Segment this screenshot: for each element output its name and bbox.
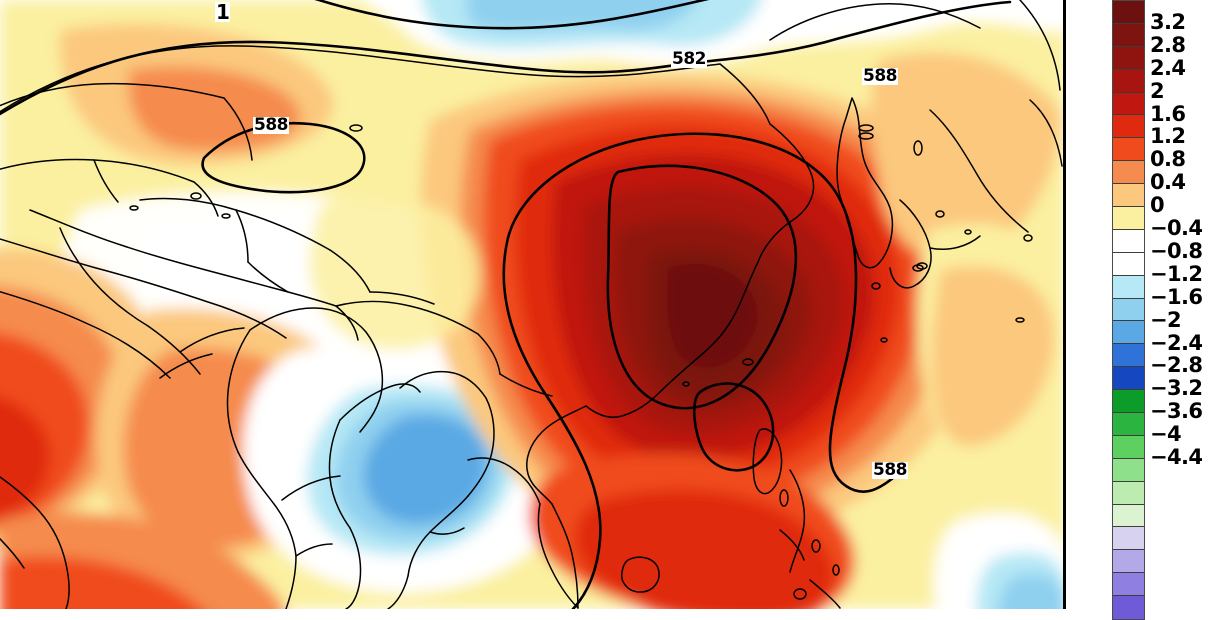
- colorbar-swatch: [1113, 1, 1144, 24]
- contour-value-label: 588: [253, 115, 289, 135]
- colorbar-swatch: [1113, 481, 1144, 505]
- colorbar-tick-label: 2.4: [1150, 55, 1186, 80]
- map-canvas: [0, 0, 1066, 609]
- colorbar-swatch: [1113, 390, 1144, 414]
- contour-value-label: 1: [215, 0, 231, 24]
- colorbar-swatch: [1113, 344, 1144, 368]
- colorbar-tick-label: −1.6: [1150, 284, 1203, 309]
- colorbar-swatch: [1113, 46, 1144, 70]
- colorbar-tick-label: 3.2: [1150, 9, 1186, 34]
- colorbar-swatch: [1113, 458, 1144, 482]
- colorbar-swatch: [1113, 298, 1144, 322]
- colorbar-swatch: [1113, 207, 1144, 230]
- colorbar-tick-label: −2.4: [1150, 330, 1203, 355]
- colorbar-swatch: [1113, 596, 1144, 620]
- contour-value-label: 588: [872, 460, 908, 480]
- colorbar-tick-label: −0.4: [1150, 216, 1203, 240]
- colorbar-tick-label: −2.8: [1150, 353, 1203, 378]
- colorbar-swatch: [1113, 275, 1144, 299]
- colorbar-tick-label: −3.2: [1150, 376, 1203, 401]
- colorbar-swatch: [1113, 92, 1144, 116]
- colorbar-swatch: [1113, 413, 1144, 436]
- colorbar-strip: [1112, 0, 1145, 620]
- map-panel: 1 582 588 588 588: [0, 0, 1066, 609]
- colorbar-tick-label: 2.8: [1150, 32, 1186, 57]
- colorbar-tick-label: 2: [1150, 78, 1165, 103]
- colorbar-swatch: [1113, 138, 1144, 162]
- colorbar-swatch: [1113, 504, 1144, 528]
- coastline-borders-layer: [0, 0, 1063, 609]
- colorbar-panel: 3.2 2.8 2.4 2 1.6 1.2 0.8 0.4 0 −0.4 −0.8 −1.2 −1.6−…: [1066, 0, 1208, 620]
- colorbar-swatch: [1113, 161, 1144, 185]
- colorbar-swatch: [1113, 23, 1144, 47]
- colorbar-swatch: [1113, 435, 1144, 459]
- colorbar-swatch: [1113, 527, 1144, 551]
- colorbar-tick-label: −3.6: [1150, 399, 1203, 424]
- colorbar-swatch: [1113, 69, 1144, 93]
- colorbar-tick-label: 0.4: [1150, 170, 1186, 195]
- colorbar-tick-label: 0: [1150, 193, 1165, 218]
- colorbar-swatch: [1113, 321, 1144, 345]
- colorbar-swatch: [1113, 367, 1144, 391]
- colorbar-swatch: [1113, 115, 1144, 139]
- colorbar-tick-label: 0.8: [1150, 147, 1186, 172]
- colorbar-tick-label: −4.4: [1150, 445, 1203, 469]
- colorbar-tick-label: −4: [1150, 422, 1182, 447]
- colorbar-swatch: [1113, 573, 1144, 597]
- colorbar-swatch: [1113, 229, 1144, 253]
- colorbar-swatch: [1113, 550, 1144, 574]
- colorbar-tick-label: 1.2: [1150, 124, 1186, 149]
- contour-value-label: 588: [862, 66, 898, 86]
- colorbar-tick-label: 1.6: [1150, 101, 1186, 126]
- colorbar-swatch: [1113, 184, 1144, 208]
- anomaly-shading-layer: [0, 0, 1066, 609]
- contour-value-label: 582: [671, 49, 707, 69]
- colorbar-tick-label: −2: [1150, 307, 1182, 332]
- colorbar-tick-label: −0.8: [1150, 238, 1203, 263]
- colorbar-swatch: [1113, 252, 1144, 276]
- colorbar-tick-label: −1.2: [1150, 261, 1203, 286]
